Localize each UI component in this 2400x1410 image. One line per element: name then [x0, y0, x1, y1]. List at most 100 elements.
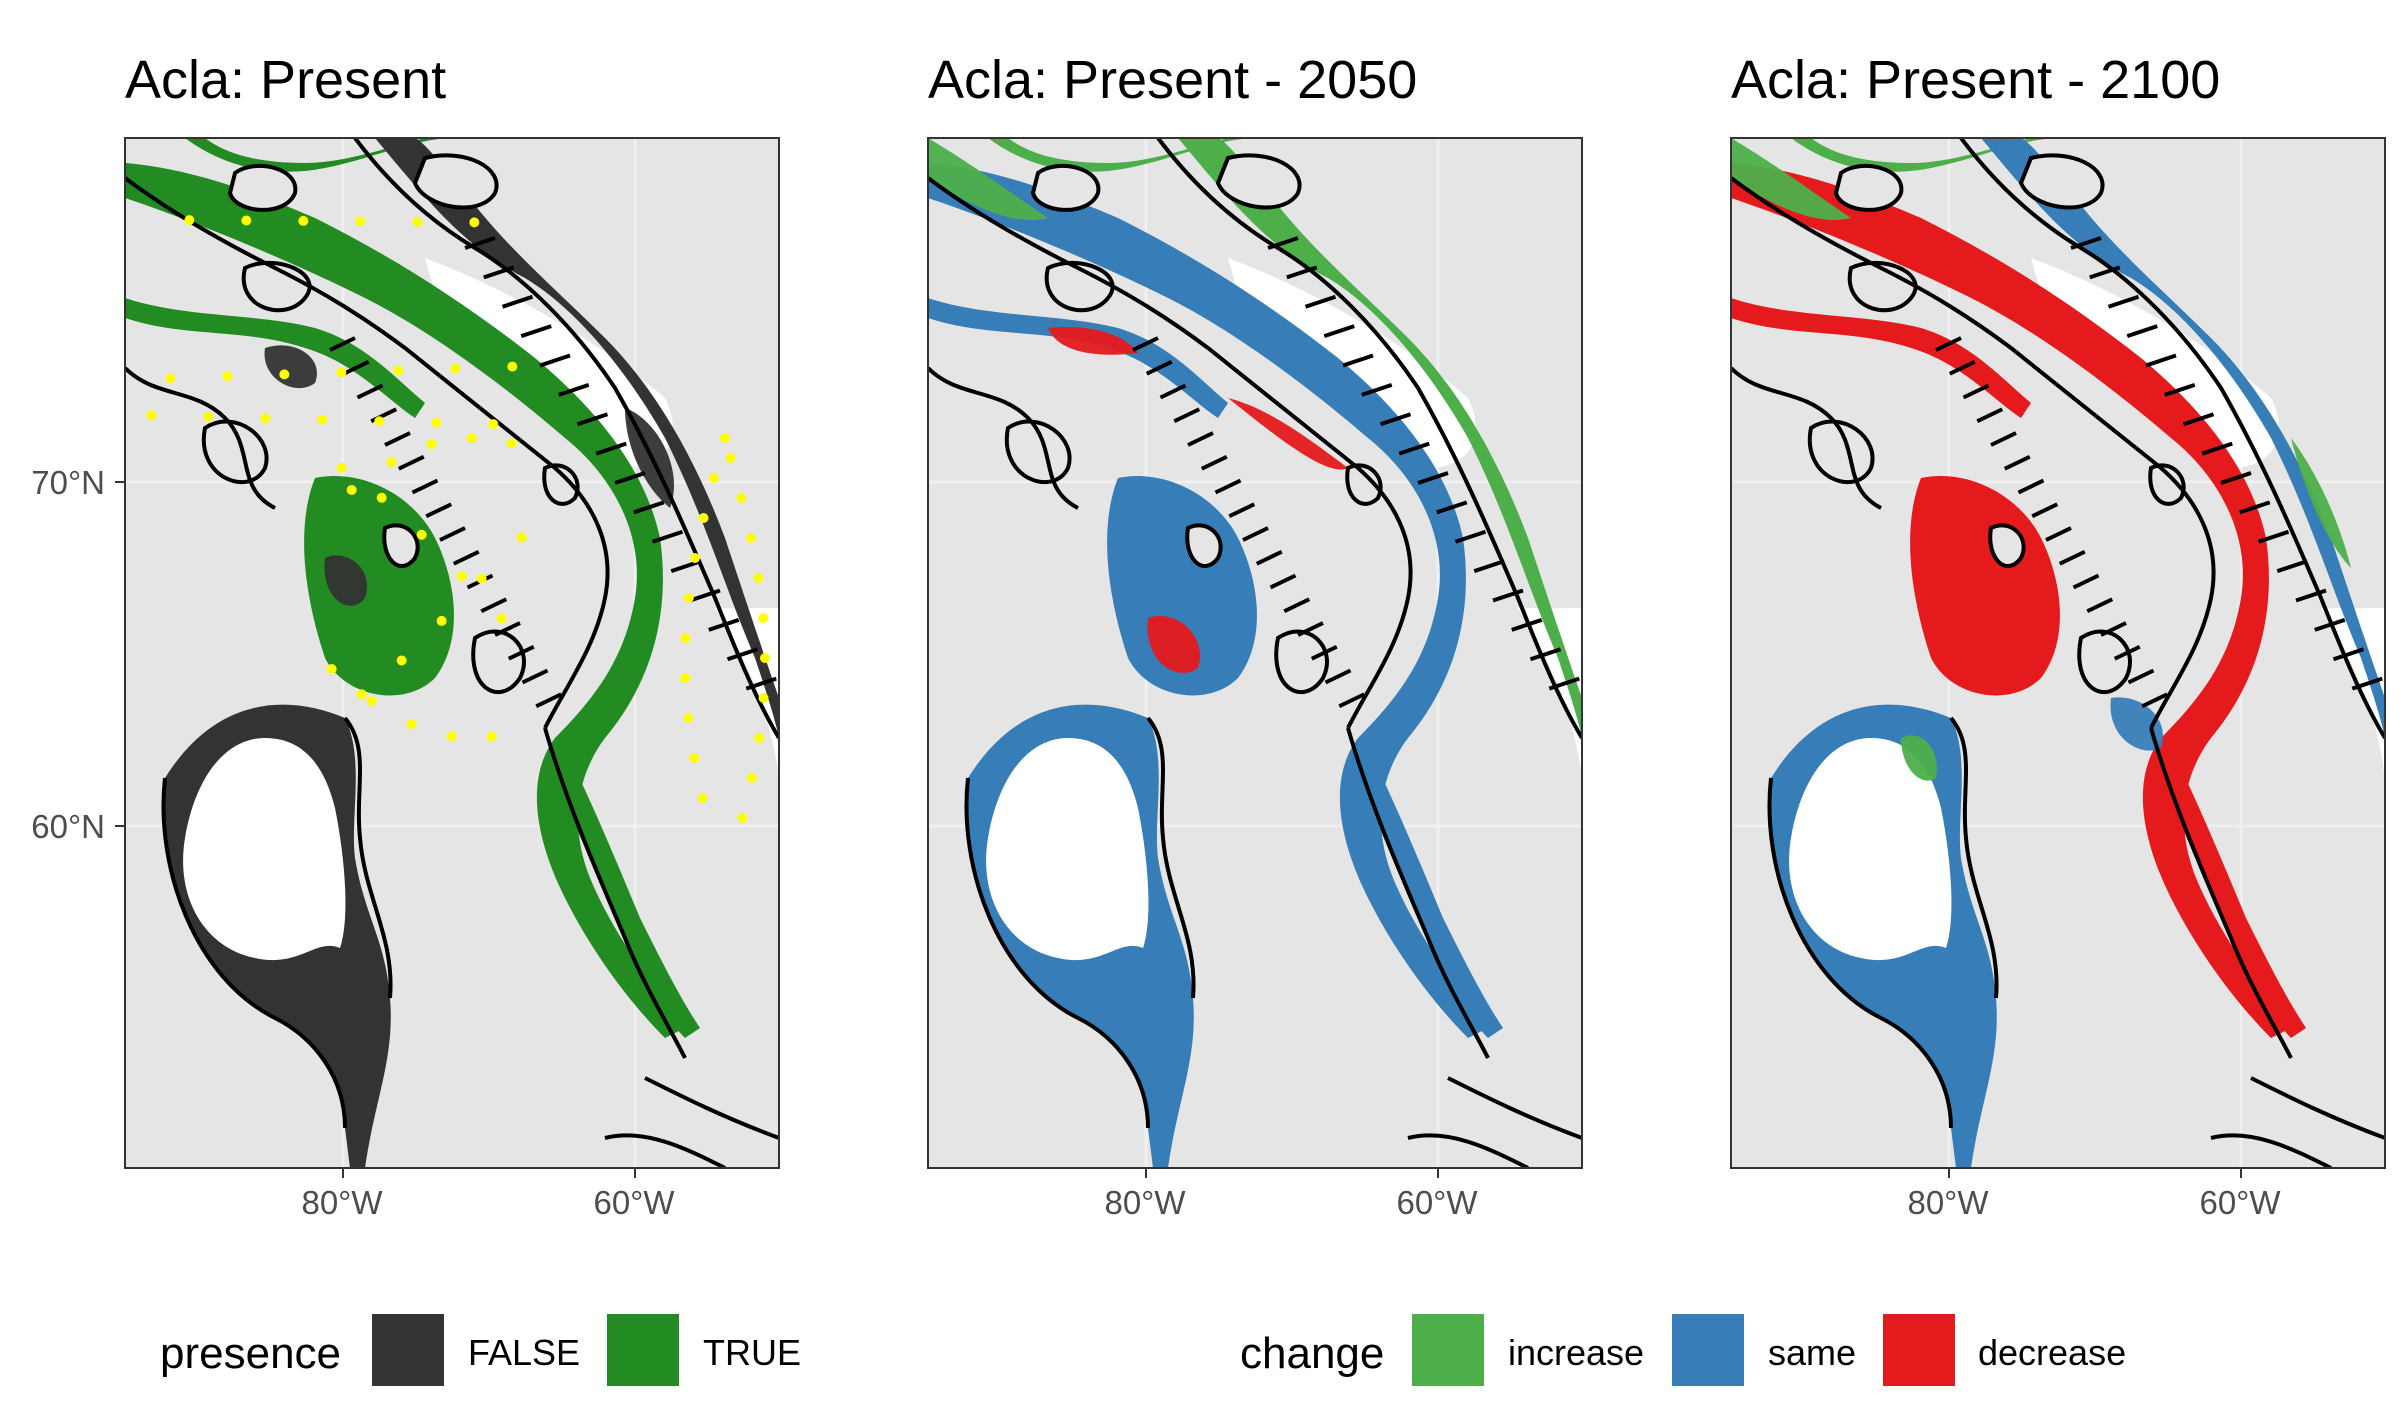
coastline [1407, 1133, 1529, 1168]
occurrence-point [386, 457, 397, 468]
occurrence-point [725, 453, 736, 463]
occurrence-point [426, 439, 437, 450]
occurrence-point [683, 593, 694, 603]
occurrence-point [680, 673, 691, 683]
occurrence-point [488, 419, 499, 430]
occurrence-point [476, 573, 487, 584]
occurrence-point [683, 713, 694, 723]
habitat-region [1348, 748, 1503, 1038]
habitat-region [2151, 748, 2306, 1038]
coastline [1731, 366, 1882, 510]
occurrence-point [689, 553, 700, 563]
occurrence-point [720, 433, 730, 443]
occurrence-point [708, 473, 719, 483]
legend-swatch-same [1672, 1314, 1744, 1386]
habitat-region [125, 298, 425, 418]
legend-label-true: TRUE [703, 1332, 801, 1373]
occurrence-point [279, 369, 290, 380]
coastline [1346, 727, 1490, 1059]
occurrence-point [496, 613, 507, 624]
y-tick-label-70n: 70°N [31, 464, 105, 501]
legend-presence: presence FALSE TRUE [160, 1314, 801, 1386]
occurrence-point [222, 371, 233, 382]
habitat-patch [264, 345, 317, 389]
occurrence-point [396, 655, 407, 666]
habitat-region [988, 138, 1258, 172]
habitat-patch [1228, 398, 1348, 470]
habitat-region [304, 476, 454, 696]
occurrence-point [758, 613, 769, 623]
map-panel-2050 [927, 137, 1583, 1178]
coastline [161, 777, 347, 1129]
habitat-region [1731, 163, 2291, 1038]
occurrence-point [746, 773, 757, 783]
coastline [353, 138, 779, 740]
occurrence-point [203, 411, 214, 422]
legend-swatch-false [372, 1314, 444, 1386]
x-tick-label-80w: 80°W [301, 1184, 383, 1221]
occurrence-point [241, 215, 252, 226]
occurrence-point [516, 532, 527, 543]
occurrence-point [736, 493, 747, 503]
occurrence-point [298, 215, 309, 226]
occurrence-point [412, 216, 423, 227]
habitat-region [928, 298, 1228, 418]
coastline [1767, 777, 1953, 1129]
x-tick-label-60w: 60°W [2199, 1184, 2281, 1221]
legend-label-false: FALSE [468, 1332, 580, 1373]
occurrence-point [754, 733, 765, 743]
x-tick-label-60w: 60°W [1396, 1184, 1478, 1221]
occurrence-point [355, 216, 366, 227]
habitat-patch [928, 138, 1048, 220]
habitat-patch [1731, 138, 1851, 220]
habitat-patch [324, 555, 367, 606]
legend-swatch-true [607, 1314, 679, 1386]
coastline [964, 777, 1150, 1129]
panel-border [927, 137, 1583, 1169]
occurrence-point [446, 731, 457, 742]
occurrence-point [165, 373, 176, 384]
map-panel-2100 [1730, 137, 2386, 1178]
occurrence-point [346, 484, 357, 495]
occurrence-point [260, 413, 271, 424]
legend-title: presence [160, 1329, 341, 1378]
occurrence-point [406, 719, 417, 730]
occurrence-point [486, 731, 497, 742]
panel-title-2050: Acla: Present - 2050 [928, 50, 1417, 110]
habitat-patch [2291, 438, 2351, 568]
occurrence-point [416, 529, 427, 540]
coastline [1949, 716, 1999, 999]
coastline [343, 716, 393, 999]
occurrence-point [184, 215, 195, 226]
habitat-region [125, 163, 685, 1038]
x-tick-label-80w: 80°W [1104, 1184, 1186, 1221]
coastline [928, 176, 1413, 729]
coastline [1731, 176, 2216, 729]
occurrence-point [374, 416, 385, 427]
habitat-patch [2110, 697, 2163, 751]
occurrence-point [698, 513, 709, 523]
coastline [2149, 727, 2293, 1059]
habitat-region [928, 163, 1488, 1038]
habitat-patch [1048, 327, 1138, 355]
panel-title-2100: Acla: Present - 2100 [1731, 50, 2220, 110]
coastline [1156, 138, 1582, 740]
occurrence-point [450, 363, 461, 374]
habitat-region [1791, 138, 2061, 172]
legend-change: change increase same decrease [1240, 1314, 2126, 1386]
legend-swatch-increase [1412, 1314, 1484, 1386]
habitat-patch [1901, 735, 1937, 781]
coastline [2250, 1076, 2385, 1140]
coastline [604, 1133, 726, 1168]
coastline [543, 727, 687, 1059]
legend-swatch-decrease [1883, 1314, 1955, 1386]
occurrence-point [689, 753, 700, 763]
coastline [928, 366, 1079, 510]
x-tick-label-80w: 80°W [1907, 1184, 1989, 1221]
occurrence-point [737, 813, 748, 823]
legend-title: change [1240, 1329, 1384, 1378]
y-tick-label-60n: 60°N [31, 808, 105, 845]
legend-label-same: same [1768, 1332, 1856, 1373]
occurrence-point [753, 573, 764, 583]
